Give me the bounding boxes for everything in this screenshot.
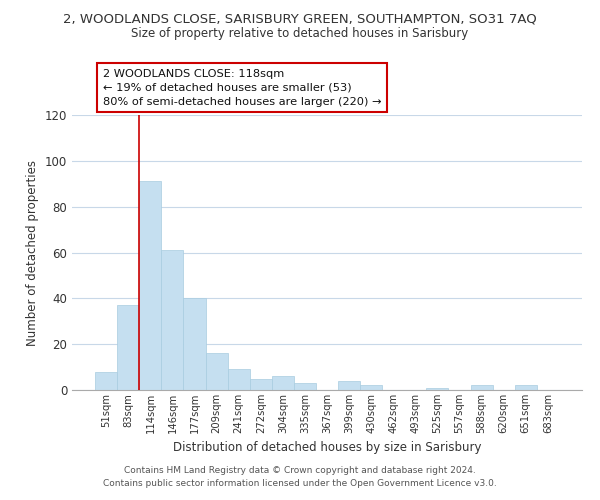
Bar — [338, 381, 360, 390]
Bar — [206, 354, 227, 390]
Bar — [184, 298, 206, 390]
Bar — [250, 378, 272, 390]
Bar — [139, 182, 161, 390]
Text: Contains HM Land Registry data © Crown copyright and database right 2024.
Contai: Contains HM Land Registry data © Crown c… — [103, 466, 497, 487]
Bar — [272, 376, 294, 390]
Text: 2, WOODLANDS CLOSE, SARISBURY GREEN, SOUTHAMPTON, SO31 7AQ: 2, WOODLANDS CLOSE, SARISBURY GREEN, SOU… — [63, 12, 537, 26]
Bar — [427, 388, 448, 390]
X-axis label: Distribution of detached houses by size in Sarisbury: Distribution of detached houses by size … — [173, 442, 481, 454]
Bar — [515, 386, 537, 390]
Bar — [117, 305, 139, 390]
Bar — [227, 370, 250, 390]
Bar — [161, 250, 184, 390]
Text: 2 WOODLANDS CLOSE: 118sqm
← 19% of detached houses are smaller (53)
80% of semi-: 2 WOODLANDS CLOSE: 118sqm ← 19% of detac… — [103, 68, 381, 107]
Y-axis label: Number of detached properties: Number of detached properties — [26, 160, 39, 346]
Bar — [470, 386, 493, 390]
Text: Size of property relative to detached houses in Sarisbury: Size of property relative to detached ho… — [131, 28, 469, 40]
Bar — [294, 383, 316, 390]
Bar — [360, 386, 382, 390]
Bar — [95, 372, 117, 390]
